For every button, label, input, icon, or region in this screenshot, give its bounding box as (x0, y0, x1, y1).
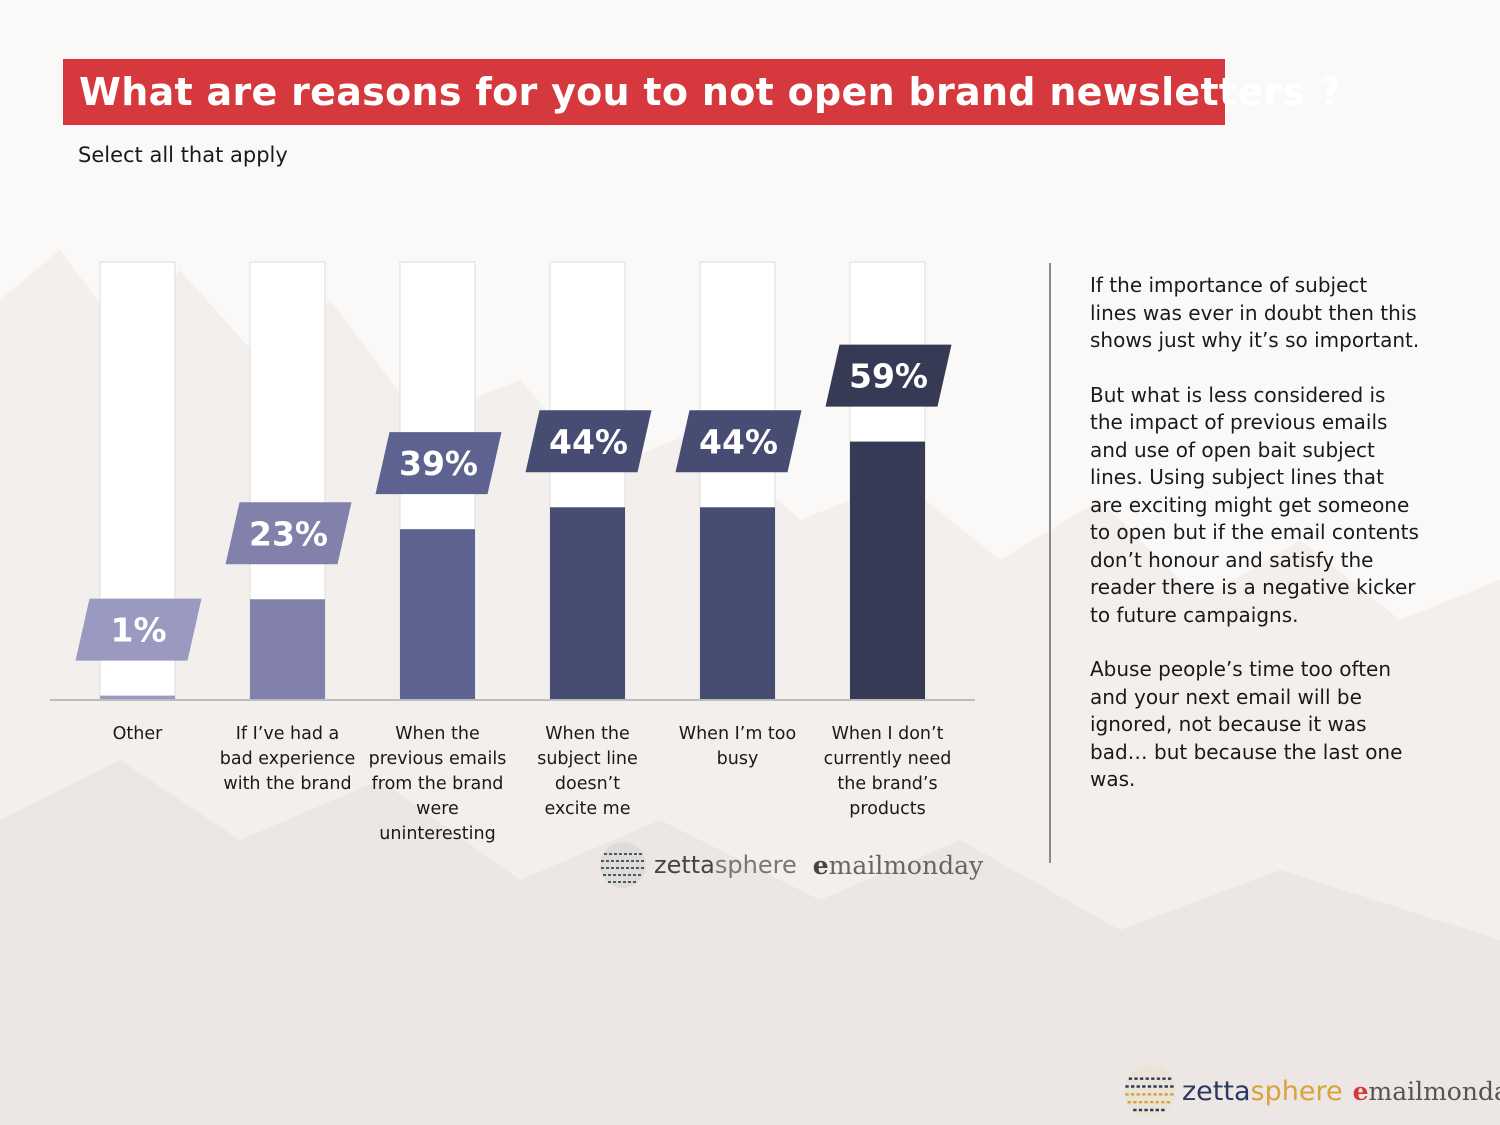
footer-zetta-text: zetta (1182, 1075, 1251, 1107)
footer-mailmonday-text: mailmonday (1368, 1076, 1500, 1106)
category-label-line: subject line (537, 749, 638, 769)
category-label-line: from the brand (371, 774, 504, 794)
data-label-3: 44% (549, 422, 628, 461)
category-label-line: bad experience (219, 749, 356, 769)
category-label-line: currently need (823, 749, 952, 769)
category-label-line: were (416, 799, 459, 819)
category-label-line: busy (716, 749, 759, 769)
category-label-2: When the previous emails from the brand wer… (358, 722, 518, 847)
data-label-4: 44% (699, 422, 778, 461)
bar-3 (550, 507, 625, 700)
category-label-line: excite me (544, 799, 631, 819)
footer-emailmonday-text: emailmonday (1353, 1077, 1500, 1106)
zettasphere-globe-icon-color (1124, 1065, 1176, 1117)
zetta-text: zetta (654, 851, 715, 879)
category-label-1: If I’ve had a bad experience with the bran… (208, 722, 368, 797)
mailmonday-text: mailmonday (828, 850, 984, 880)
data-label-box-3 (525, 410, 652, 473)
bar-1 (250, 599, 325, 700)
bar-4 (700, 507, 775, 700)
category-label-line: uninteresting (379, 824, 496, 844)
chart-subtitle: Select all that apply (78, 143, 288, 167)
footer-zettasphere-text: zettasphere (1182, 1076, 1343, 1107)
data-label-2: 39% (399, 444, 478, 483)
divider (1049, 263, 1051, 863)
category-label-0: Other (58, 722, 218, 747)
chart-title: What are reasons for you to not open bra… (63, 59, 1341, 125)
emailmonday-logo-text: emailmonday (813, 851, 983, 880)
footer-logos: zettasphere emailmonday (1122, 1063, 1500, 1119)
bar-chart: 1% 23% 39% 44% 44% 59% (50, 261, 975, 701)
data-label-5: 59% (849, 357, 928, 396)
commentary-paragraph-3: Abuse people’s time too often and your n… (1090, 657, 1403, 791)
bar-2 (400, 529, 475, 700)
data-label-box-2 (375, 432, 502, 495)
chart-logos: zettasphere emailmonday (598, 840, 983, 890)
category-label-line: previous emails (368, 749, 507, 769)
commentary-panel: If the importance of subject lines was e… (1090, 272, 1420, 821)
bar-5 (850, 441, 925, 700)
zettasphere-globe-icon (600, 842, 646, 888)
data-label-box-5 (825, 344, 952, 407)
sphere-text: sphere (714, 851, 797, 879)
data-label-box-0 (75, 598, 202, 661)
category-label-line: products (849, 799, 926, 819)
category-label-line: with the brand (223, 774, 352, 794)
category-label-line: Other (112, 724, 163, 744)
bar-0 (100, 695, 175, 700)
category-label-line: When I’m too (678, 724, 797, 744)
category-label-line: When the (395, 724, 480, 744)
category-label-line: When I don’t (831, 724, 944, 744)
category-label-line: When the (545, 724, 630, 744)
category-label-line: the brand’s (837, 774, 938, 794)
data-label-box-1 (225, 502, 352, 565)
commentary-paragraph-2: But what is less considered is the impac… (1090, 382, 1419, 627)
zettasphere-logo-text: zettasphere (654, 851, 797, 879)
commentary-paragraph-1: If the importance of subject lines was e… (1090, 273, 1420, 352)
category-label-line: doesn’t (554, 774, 621, 794)
data-label-box-4 (675, 410, 802, 473)
category-label-4: When I’m too busy (658, 722, 818, 772)
category-label-line: If I’ve had a (235, 724, 340, 744)
footer-sphere-text: sphere (1250, 1075, 1343, 1107)
data-label-1: 23% (249, 514, 328, 553)
category-label-3: When the subject line doesn’t excite me (508, 722, 668, 822)
emailmonday-e-text: e (812, 850, 829, 880)
category-label-5: When I don’t currently need the brand’s pro… (808, 722, 968, 822)
data-label-0: 1% (110, 611, 166, 650)
footer-emailmonday-e-text: e (1352, 1076, 1369, 1106)
